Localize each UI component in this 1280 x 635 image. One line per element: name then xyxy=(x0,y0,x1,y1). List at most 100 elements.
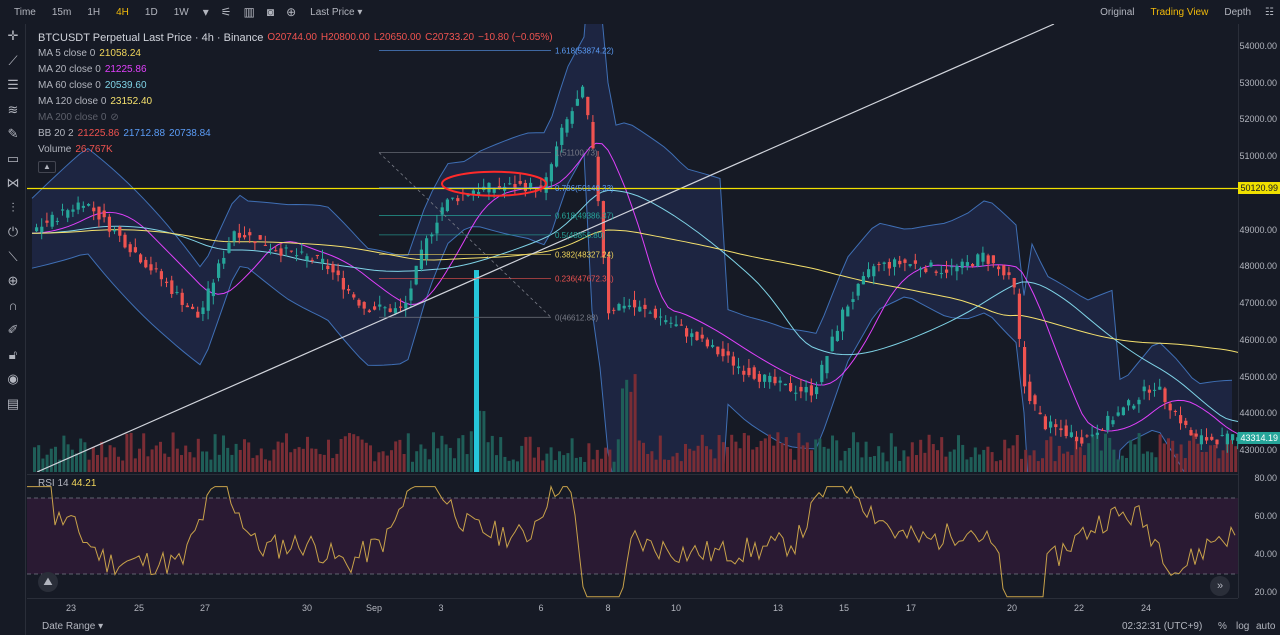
interval-1h[interactable]: 1H xyxy=(87,6,101,18)
legend-ma5[interactable]: MA 5 close 0 21058.24 xyxy=(38,46,553,62)
volume-bar xyxy=(1146,451,1149,472)
legend-volume[interactable]: Volume 26.767K xyxy=(38,142,553,158)
candle-body xyxy=(149,264,153,271)
lock-icon[interactable]: 🔓︎ xyxy=(8,346,18,362)
candle-body xyxy=(924,268,928,273)
price-axis[interactable]: 54000.00 53000.00 52000.00 51000.00 49000.00… xyxy=(1238,24,1280,598)
volume-bar xyxy=(108,445,112,472)
fib-level-label: 1.618(53874.22) xyxy=(555,47,614,56)
time-tick: Sep xyxy=(365,603,383,613)
bb-label: BB 20 2 xyxy=(38,128,74,139)
volume-bar xyxy=(1087,443,1091,472)
candle-body xyxy=(55,220,59,222)
rsi-pane[interactable] xyxy=(27,474,1238,598)
indicator-settings-icon[interactable]: ⚟ xyxy=(220,5,232,19)
ma120-label: MA 120 close 0 xyxy=(38,96,107,107)
horizontal-lines-icon[interactable]: ☰ xyxy=(7,77,19,93)
volume-bar xyxy=(705,446,708,472)
candle-body xyxy=(50,214,54,227)
candle-body xyxy=(1153,389,1157,391)
volume-bar xyxy=(965,459,969,472)
layout-icon[interactable]: ☷ xyxy=(1265,6,1274,18)
trash-icon[interactable]: ▤ xyxy=(6,395,20,411)
pattern-icon[interactable]: ⋈ xyxy=(6,175,20,191)
legend-ma20[interactable]: MA 20 close 0 21225.86 xyxy=(38,62,553,78)
legend-ma60[interactable]: MA 60 close 0 20539.60 xyxy=(38,78,553,94)
add-icon[interactable]: ⊕ xyxy=(286,5,297,19)
eye-hidden-icon[interactable]: ⊘ xyxy=(110,112,119,123)
candle-body xyxy=(76,202,80,210)
scroll-to-latest-icon[interactable]: » xyxy=(1210,576,1230,596)
candle-body xyxy=(404,302,408,309)
fib-tool-icon[interactable]: ⫶ xyxy=(11,199,15,215)
legend-bb[interactable]: BB 20 2 21225.86 21712.88 20738.84 xyxy=(38,126,553,142)
volume-bar xyxy=(1091,435,1095,472)
price-type-select[interactable]: Last Price ▾ xyxy=(310,6,363,18)
candle-body xyxy=(61,209,65,211)
date-range-button[interactable]: Date Range ▾ xyxy=(42,621,104,632)
volume-bar xyxy=(595,449,599,472)
ruler-icon[interactable]: ⟍ xyxy=(8,248,18,264)
candle-body xyxy=(430,234,434,237)
chart-settings-icon[interactable]: ⛰ xyxy=(38,572,58,592)
collapse-legend-icon[interactable]: ▲ xyxy=(38,161,56,173)
zoom-icon[interactable]: ⊕ xyxy=(7,273,19,289)
time-axis[interactable]: 23 25 27 30 Sep 3 6 8 10 13 15 17 20 22 24 xyxy=(27,598,1238,618)
candle-body xyxy=(274,250,278,252)
interval-1d[interactable]: 1D xyxy=(144,6,158,18)
screenshot-icon[interactable]: ◙ xyxy=(266,5,275,19)
interval-4h[interactable]: 4H xyxy=(116,6,129,18)
text-note-icon[interactable]: ▭ xyxy=(6,150,20,166)
candle-body xyxy=(66,210,70,218)
brush-icon[interactable]: ✎ xyxy=(7,126,19,142)
candle-body xyxy=(45,220,49,223)
candle-body xyxy=(700,334,704,339)
interval-time[interactable]: Time xyxy=(14,6,36,18)
volume-bar xyxy=(369,445,372,472)
auto-button[interactable]: auto xyxy=(1256,621,1276,632)
interval-1w[interactable]: 1W xyxy=(173,6,189,18)
chart-type-icon[interactable]: ▥ xyxy=(243,5,255,19)
price-chart[interactable]: 1.618(53874.22) 1(51100.73) 0.786(50140.33… xyxy=(27,24,1238,472)
interval-15m[interactable]: 15m xyxy=(51,6,72,18)
price-tick: 52000.00 xyxy=(1239,114,1277,125)
ma60-value: 20539.60 xyxy=(104,80,147,91)
volume-bar xyxy=(873,455,876,472)
legend-ma200[interactable]: MA 200 close 0 ⊘ xyxy=(38,110,553,126)
volume-bar xyxy=(814,439,818,472)
candlestick-chart[interactable]: 1.618(53874.22) 1(51100.73) 0.786(50140.33… xyxy=(27,24,1238,472)
magnet-icon[interactable]: ∩ xyxy=(8,298,18,314)
candle-body xyxy=(279,248,283,256)
trendline-icon[interactable]: ⟋ xyxy=(8,52,18,68)
pencil-lock-icon[interactable]: ✐ xyxy=(7,322,19,338)
candle-body xyxy=(133,247,137,253)
volume-bar xyxy=(138,448,141,472)
log-button[interactable]: log xyxy=(1236,621,1250,632)
volume-bar xyxy=(306,436,309,472)
volume-bar xyxy=(566,453,570,472)
view-depth[interactable]: Depth xyxy=(1224,6,1252,18)
candle-body xyxy=(1095,432,1099,435)
volume-bar xyxy=(692,450,696,472)
candle-body xyxy=(841,309,845,332)
candle-body xyxy=(887,261,891,269)
legend-ma120[interactable]: MA 120 close 0 23152.40 xyxy=(38,94,553,110)
eye-icon[interactable]: ◉ xyxy=(7,371,19,387)
volume-bar xyxy=(1003,439,1007,472)
candle-body xyxy=(310,259,314,261)
view-trading-view[interactable]: Trading View xyxy=(1150,6,1209,18)
power-icon[interactable]: ⏻ xyxy=(7,224,19,240)
rsi-chart[interactable] xyxy=(27,475,1238,598)
view-original[interactable]: Original xyxy=(1100,6,1135,18)
volume-bar xyxy=(822,446,826,472)
volume-bar xyxy=(852,432,855,472)
candle-body xyxy=(393,308,397,314)
volume-bar xyxy=(486,442,490,472)
percent-button[interactable]: % xyxy=(1218,621,1227,632)
crosshair-icon[interactable]: ✛ xyxy=(7,28,19,44)
interval-dropdown-icon[interactable]: ▾ xyxy=(202,5,209,19)
volume-bar xyxy=(440,435,444,472)
channel-icon[interactable]: ≋ xyxy=(7,101,19,117)
candle-body xyxy=(799,386,803,392)
volume-bar xyxy=(385,455,389,472)
